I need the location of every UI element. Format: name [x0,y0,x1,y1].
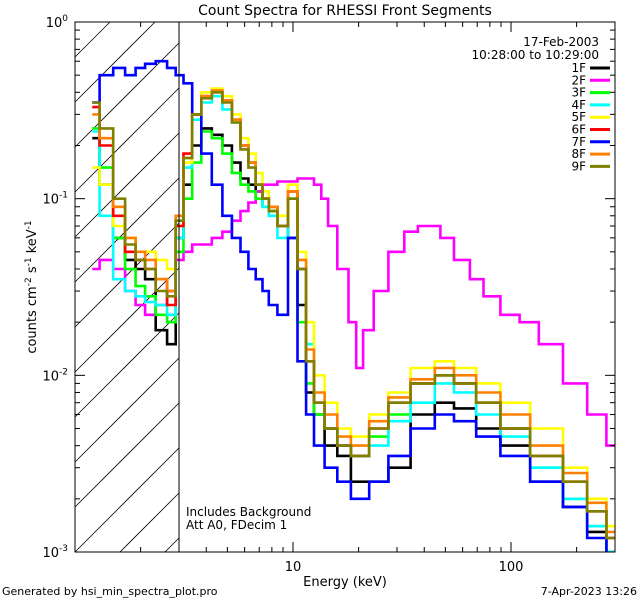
y-axis-label-sup2: -1 [24,257,34,266]
series-1F [92,127,615,552]
hatch-line [74,21,111,58]
legend-label-5F: 5F [571,110,586,124]
footer-generated-by: Generated by hsi_min_spectra_plot.pro [2,585,218,598]
legend-label-3F: 3F [571,86,586,100]
x-tick-label: 100 [499,560,524,575]
series-layer [92,59,615,552]
hatch-line [74,42,180,148]
hatch-line [164,537,180,553]
legend-label-6F: 6F [571,123,586,137]
chart-title: Count Spectra for RHESSI Front Segments [198,3,492,19]
y-tick-exponent: -2 [59,367,68,377]
y-tick-exponent: 0 [62,14,68,24]
y-tick-base: 10 [46,16,63,31]
hatch-line [119,492,180,553]
y-tick-base: 10 [42,193,59,208]
annotation-attenuator: Att A0, FDecim 1 [186,518,287,532]
y-tick-label: 10-2 [42,367,68,384]
footer-timestamp: 7-Apr-2023 13:26 [541,585,637,598]
hatch-line [74,447,180,553]
y-tick-exponent: -3 [59,544,68,554]
y-axis-label: counts cm-2 s-1 keV-1 [24,220,40,353]
hatch-line [74,222,180,328]
hatch-line [74,402,180,508]
series-4F [92,94,615,552]
hatch-line [74,87,180,193]
hatch-line [74,21,156,103]
y-axis-label-part1: counts cm [25,286,40,353]
y-tick-base: 10 [42,369,59,384]
plot-frame [74,21,616,553]
y-tick-label: 10-3 [42,544,68,561]
attenuator-hatch-region [74,21,180,553]
x-tick-label: 10 [285,560,302,575]
legend-label-4F: 4F [571,98,586,112]
x-axis-label: Energy (keV) [303,575,387,590]
legend-label-9F: 9F [571,159,586,173]
x-tick-labels: 10 100 [285,560,524,575]
hatch-line [74,312,180,418]
legend-label-8F: 8F [571,147,586,161]
series-8F [92,89,615,534]
legend-label-2F: 2F [571,73,586,87]
annotation-background: Includes Background [186,505,311,519]
y-tick-exponent: -1 [59,191,68,201]
legend-time-range: 10:28:00 to 10:29:00 [472,48,599,62]
y-axis-label-sup1: -2 [24,277,34,286]
series-7F [92,59,608,552]
y-tick-label: 10-1 [42,191,68,208]
legend-date: 17-Feb-2003 [523,35,599,49]
y-axis-label-sup3: -1 [24,220,34,229]
y-axis-label-part2: s [25,266,40,277]
series-2F [92,177,615,447]
hatch-line [74,357,180,463]
series-5F [92,87,615,528]
legend-label-1F: 1F [571,61,586,75]
y-tick-label: 100 [46,14,69,31]
y-tick-base: 10 [42,546,59,561]
hatch-line [74,177,180,283]
series-3F [92,127,615,552]
y-axis-label-part3: keV [25,229,40,257]
hatch-line [74,132,180,238]
legend-label-7F: 7F [571,135,586,149]
axis-ticks [74,22,616,553]
series-9F [92,91,615,540]
hatch-line [74,267,180,373]
